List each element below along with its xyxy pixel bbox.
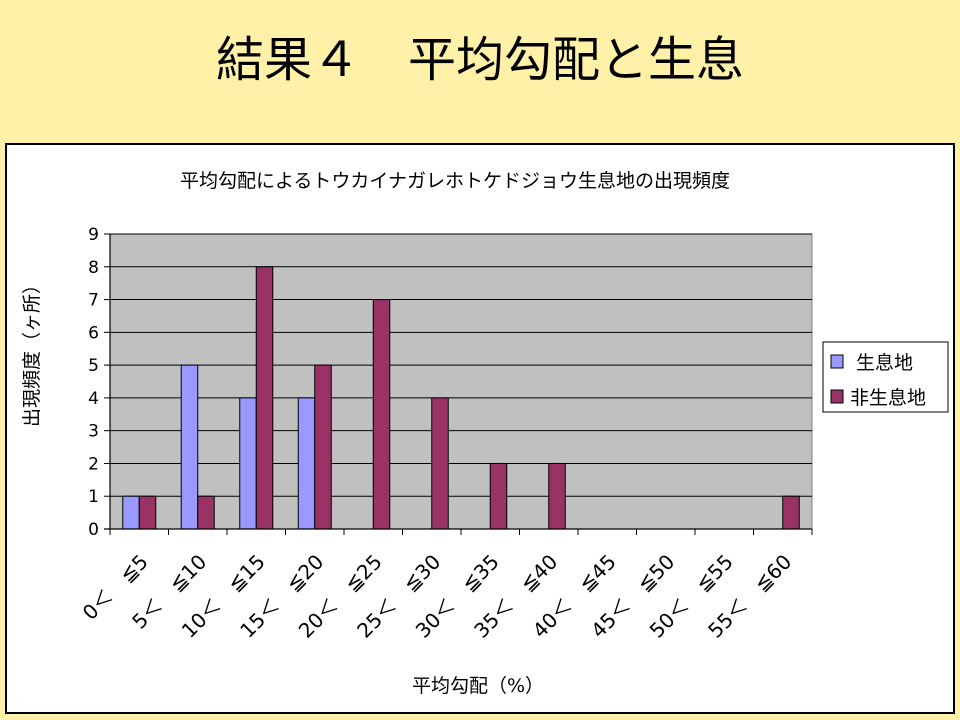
y-tick-label: 0: [88, 520, 99, 540]
bar-series-2: [431, 397, 449, 530]
y-tick-label: 2: [88, 454, 99, 474]
chart-container: 平均勾配によるトウカイナガレホトケドジョウ生息地の出現頻度 0 1 2 3 4 5 6 7 8 9…: [5, 143, 955, 714]
y-tick-label: 6: [88, 323, 99, 343]
bar-series-2: [314, 364, 332, 530]
y-tick-label: 9: [88, 225, 99, 245]
bar-series-2: [489, 462, 508, 530]
x-axis-title: 平均勾配（%）: [412, 675, 544, 697]
bar-series-2: [197, 495, 215, 530]
legend-label-series-2: 非生息地: [850, 387, 926, 409]
bar-series-1: [122, 495, 140, 530]
legend: 生息地 非生息地: [822, 341, 949, 413]
y-tick-label: 3: [88, 422, 99, 442]
bar-chart: 平均勾配によるトウカイナガレホトケドジョウ生息地の出現頻度 0 1 2 3 4 5 6 7 8 9…: [21, 170, 949, 697]
legend-box: [822, 341, 949, 413]
bar-series-2: [255, 266, 274, 530]
bar-series-1: [180, 364, 199, 530]
y-tick-label: 1: [88, 487, 99, 507]
y-tick-labels: 0 1 2 3 4 5 6 7 8 9: [88, 225, 99, 540]
bar-series-2: [782, 495, 800, 530]
y-tick-label: 7: [88, 291, 99, 311]
y-tick-label: 8: [88, 258, 99, 278]
bar-series-2: [548, 462, 566, 530]
legend-label-series-1: 生息地: [856, 352, 913, 374]
bar-series-2: [372, 299, 391, 530]
axes: [104, 234, 813, 535]
slide-title: 結果４ 平均勾配と生息: [215, 32, 744, 88]
y-axis-title: 出現頻度（ヶ所）: [21, 275, 43, 427]
chart-title: 平均勾配によるトウカイナガレホトケドジョウ生息地の出現頻度: [180, 170, 730, 192]
bars: [122, 266, 800, 530]
gridlines: [104, 233, 812, 530]
bar-series-2: [138, 495, 157, 530]
bar-series-1: [239, 397, 257, 530]
plot-area: [109, 233, 813, 530]
legend-swatch-series-2: [830, 389, 844, 404]
legend-swatch-series-1: [830, 354, 844, 369]
y-tick-label: 4: [88, 389, 99, 409]
y-tick-label: 5: [88, 356, 99, 376]
bar-series-1: [297, 397, 316, 530]
